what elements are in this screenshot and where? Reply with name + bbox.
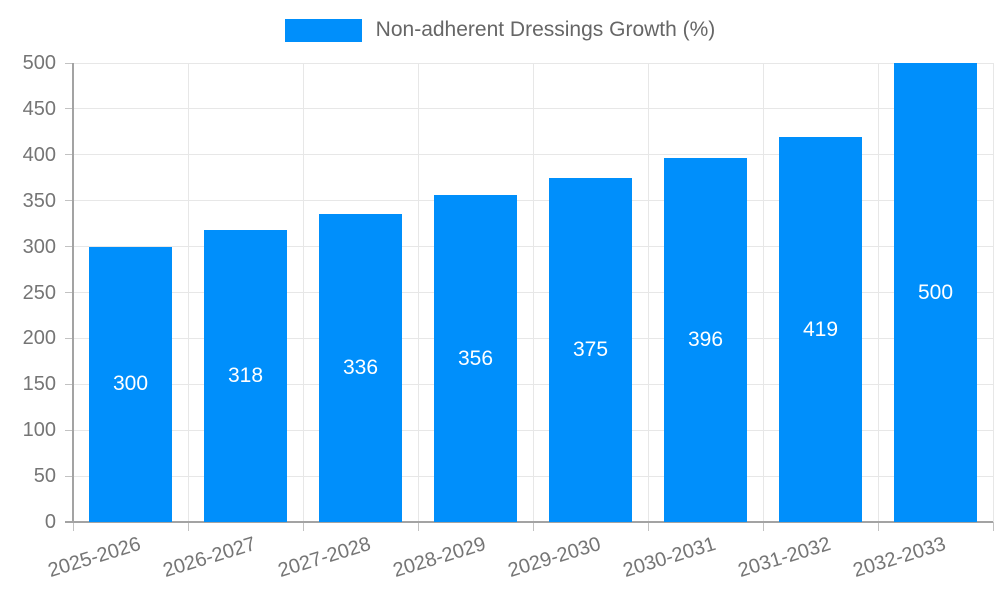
- bar[interactable]: [319, 213, 402, 522]
- y-tick-label: 250: [22, 281, 56, 304]
- y-tick: [65, 383, 73, 385]
- x-tick: [762, 522, 764, 531]
- y-tick: [65, 246, 73, 248]
- y-tick: [65, 108, 73, 110]
- y-tick-label: 350: [22, 189, 56, 212]
- bar-value-label: 500: [917, 280, 954, 304]
- y-tick-label: 50: [33, 465, 56, 488]
- bar-value-label: 318: [227, 364, 264, 388]
- x-axis-line: [65, 521, 993, 523]
- bar[interactable]: [549, 177, 632, 522]
- x-tick-label: 2028-2029: [390, 532, 489, 582]
- x-tick-label: 2027-2028: [275, 532, 374, 582]
- legend-label: Non-adherent Dressings Growth (%): [375, 18, 716, 41]
- bar-value-label: 356: [457, 346, 494, 370]
- v-gridline: [992, 63, 994, 522]
- x-tick-label: 2030-2031: [620, 532, 719, 582]
- x-tick: [877, 522, 879, 531]
- y-tick-label: 500: [22, 52, 56, 74]
- y-tick-label: 450: [22, 97, 56, 120]
- y-tick: [65, 62, 73, 64]
- bar[interactable]: [779, 137, 862, 522]
- y-tick-label: 0: [44, 511, 56, 533]
- x-tick: [187, 522, 189, 531]
- y-tick: [65, 292, 73, 293]
- v-gridline: [302, 63, 304, 522]
- y-tick: [65, 200, 73, 202]
- y-tick-label: 200: [22, 327, 56, 350]
- bar-value-label: 375: [572, 337, 609, 361]
- x-tick-label: 2032-2033: [850, 532, 949, 582]
- y-tick-label: 100: [22, 419, 56, 442]
- x-tick-label: 2031-2032: [735, 532, 834, 582]
- x-tick-label: 2026-2027: [160, 532, 259, 582]
- bar[interactable]: [204, 230, 287, 522]
- y-tick: [65, 475, 73, 477]
- bar[interactable]: [894, 63, 977, 522]
- bar[interactable]: [434, 195, 517, 522]
- v-gridline: [877, 63, 879, 522]
- chart-legend[interactable]: Non-adherent Dressings Growth (%): [0, 18, 1000, 42]
- y-axis-line: [72, 63, 74, 522]
- bar-value-label: 300: [112, 372, 149, 396]
- v-gridline: [762, 63, 764, 522]
- bar-value-label: 419: [802, 317, 839, 341]
- x-tick-label: 2029-2030: [505, 532, 604, 582]
- x-tick-label: 2025-2026: [45, 532, 144, 582]
- v-gridline: [417, 63, 419, 522]
- bar[interactable]: [89, 246, 172, 522]
- x-tick: [647, 522, 649, 531]
- legend-swatch: [284, 18, 362, 42]
- x-tick: [532, 522, 534, 531]
- bar-value-label: 336: [342, 355, 379, 379]
- y-tick: [65, 337, 73, 339]
- y-tick: [65, 154, 73, 156]
- bar-value-label: 396: [687, 328, 724, 352]
- y-tick: [65, 429, 73, 431]
- y-tick-label: 150: [22, 373, 56, 396]
- v-gridline: [532, 63, 534, 522]
- y-tick-label: 300: [22, 235, 56, 258]
- x-tick: [302, 522, 304, 531]
- v-gridline: [187, 63, 189, 522]
- y-tick-label: 400: [22, 143, 56, 166]
- x-tick: [417, 522, 419, 531]
- x-tick: [992, 522, 994, 531]
- bar[interactable]: [664, 158, 747, 522]
- plot-area: 300 318 336 356 375 396 419 500 0 50 100 150 200 250…: [23, 52, 994, 582]
- x-tick: [72, 522, 74, 531]
- v-gridline: [647, 63, 649, 522]
